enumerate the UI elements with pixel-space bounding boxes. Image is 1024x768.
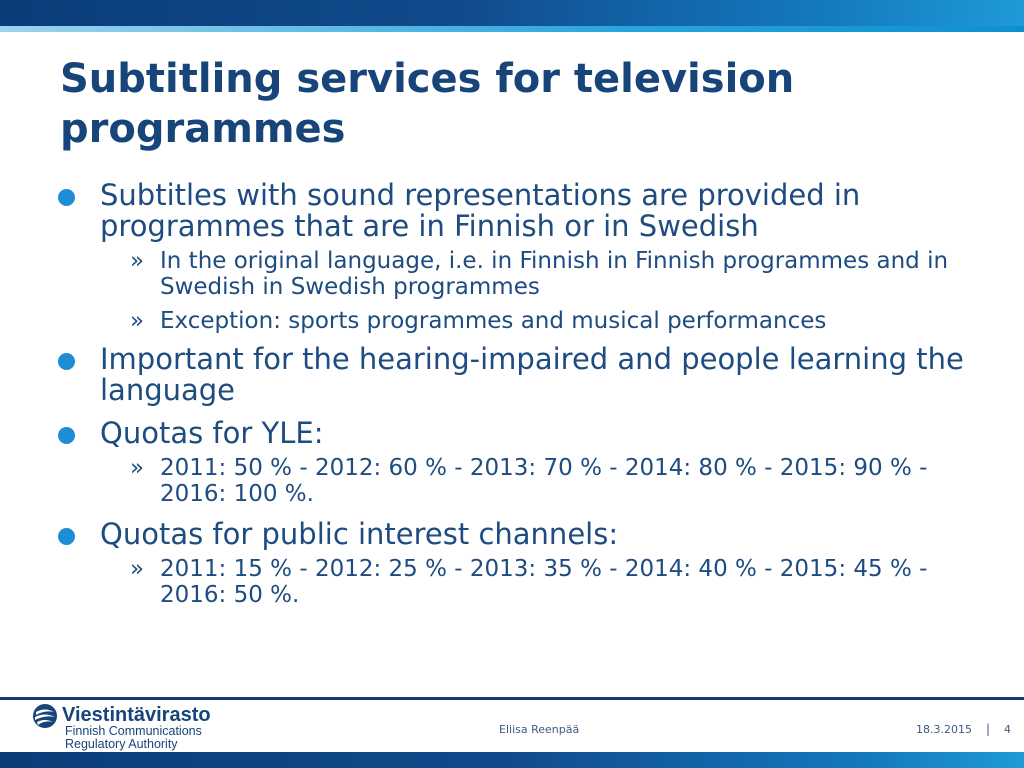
footer-author: Eliisa Reenpää (499, 723, 580, 736)
footer-band (0, 752, 1024, 768)
logo-name: Viestintävirasto (62, 704, 211, 726)
header-stripe (0, 26, 1024, 32)
sub-bullet-text: 2011: 15 % - 2012: 25 % - 2013: 35 % - 2… (160, 556, 928, 608)
logo-subtitle: Finnish Communications Regulatory Author… (65, 725, 202, 751)
circle-bullet-icon (58, 353, 75, 370)
sub-bullet-text: 2011: 50 % - 2012: 60 % - 2013: 70 % - 2… (160, 455, 928, 507)
footer-divider (0, 697, 1024, 700)
agency-logo: Viestintävirasto Finnish Communications … (32, 703, 252, 751)
circle-bullet-icon (58, 427, 75, 444)
bullet-text: Important for the hearing-impaired and p… (100, 342, 964, 407)
sub-bullet-item: » 2011: 50 % - 2012: 60 % - 2013: 70 % -… (0, 455, 1024, 507)
header-band (0, 0, 1024, 26)
chevron-double-right-icon: » (130, 248, 145, 274)
chevron-double-right-icon: » (130, 455, 145, 481)
footer-date: 18.3.2015 (916, 723, 972, 736)
circle-bullet-icon (58, 528, 75, 545)
footer-separator: | (986, 722, 991, 736)
sub-bullet-text: In the original language, i.e. in Finnis… (160, 248, 949, 300)
bullet-item: Important for the hearing-impaired and p… (0, 344, 1024, 406)
logo-subtitle-line-2: Regulatory Authority (65, 737, 178, 751)
bullet-item: Quotas for YLE: (0, 418, 1024, 449)
sub-bullet-text: Exception: sports programmes and musical… (160, 308, 827, 334)
page-number: 4 (1004, 723, 1011, 736)
chevron-double-right-icon: » (130, 556, 145, 582)
sub-bullet-item: » Exception: sports programmes and music… (0, 308, 1024, 334)
slide-title: Subtitling services for television progr… (60, 56, 795, 152)
sub-bullet-item: » In the original language, i.e. in Finn… (0, 248, 1024, 300)
bullet-text: Quotas for public interest channels: (100, 517, 619, 551)
bullet-list: Subtitles with sound representations are… (0, 180, 1024, 608)
bullet-item: Subtitles with sound representations are… (0, 180, 1024, 242)
circle-bullet-icon (58, 189, 75, 206)
chevron-double-right-icon: » (130, 308, 145, 334)
logo-subtitle-line-1: Finnish Communications (65, 724, 202, 738)
bullet-text: Quotas for YLE: (100, 416, 324, 450)
bullet-item: Quotas for public interest channels: (0, 519, 1024, 550)
bullet-text: Subtitles with sound representations are… (100, 178, 861, 243)
globe-swirl-icon (33, 704, 57, 728)
sub-bullet-item: » 2011: 15 % - 2012: 25 % - 2013: 35 % -… (0, 556, 1024, 608)
